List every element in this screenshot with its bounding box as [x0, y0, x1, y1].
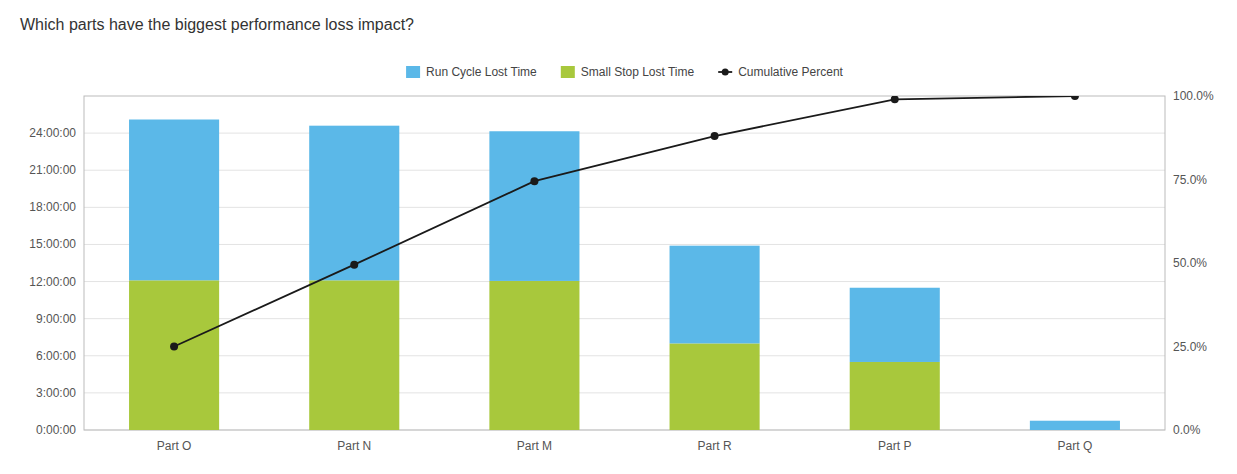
legend: Run Cycle Lost Time Small Stop Lost Time C… — [406, 65, 843, 79]
page: {"chart_data": {"type": "bar", "title": … — [0, 0, 1237, 474]
grid-line — [84, 133, 1165, 134]
y2-tick-label: 0.0% — [1173, 423, 1201, 437]
y-tick-label: 0:00:00 — [36, 423, 76, 437]
x-tick-label: Part R — [698, 439, 732, 453]
line-marker — [530, 177, 538, 185]
legend-item: Small Stop Lost Time — [561, 65, 695, 79]
y2-tick-label: 100.0% — [1173, 89, 1214, 103]
marks — [129, 96, 1120, 430]
y-tick-label: 6:00:00 — [36, 349, 76, 363]
axes: 0:00:00 3:00:00 6:00:00 9:00:00 12:00:00 15:0… — [29, 89, 1214, 453]
y2-tick-label: 75.0% — [1173, 173, 1207, 187]
bar — [850, 362, 940, 430]
x-tick-label: Part O — [157, 439, 192, 453]
bar — [129, 120, 219, 281]
legend-label: Run Cycle Lost Time — [426, 65, 537, 79]
grid-line — [84, 244, 1165, 245]
y2-tick-label: 25.0% — [1173, 340, 1207, 354]
line-marker — [891, 96, 899, 103]
x-tick-label: Part N — [337, 439, 371, 453]
bar — [670, 246, 760, 344]
y-tick-label: 21:00:00 — [29, 163, 76, 177]
line-marker — [170, 343, 178, 351]
title: Which parts have the biggest performance… — [20, 16, 414, 33]
grid-line — [84, 281, 1165, 282]
y-tick-label: 12:00:00 — [29, 275, 76, 289]
line — [174, 96, 1075, 347]
legend-item: Cumulative Percent — [718, 65, 843, 79]
bar — [489, 131, 579, 281]
line-marker — [711, 132, 719, 140]
grid-line — [84, 355, 1165, 356]
bar — [1030, 421, 1120, 430]
legend-label: Small Stop Lost Time — [581, 65, 695, 79]
legend-swatch — [406, 66, 420, 78]
bar — [489, 281, 579, 430]
grid-line — [84, 318, 1165, 319]
grid-line — [84, 170, 1165, 171]
y-tick-label: 18:00:00 — [29, 200, 76, 214]
bar — [850, 288, 940, 362]
y-tick-label: 24:00:00 — [29, 126, 76, 140]
bar — [129, 280, 219, 430]
bar — [670, 343, 760, 430]
x-tick-label: Part Q — [1058, 439, 1093, 453]
line-marker — [350, 261, 358, 269]
x-tick-label: Part M — [517, 439, 552, 453]
bar — [309, 280, 399, 430]
x-tick-label: Part P — [878, 439, 911, 453]
grid-line — [84, 392, 1165, 393]
legend-swatch-marker — [722, 69, 729, 76]
legend-item: Run Cycle Lost Time — [406, 65, 537, 79]
y-tick-label: 3:00:00 — [36, 386, 76, 400]
grid-line — [84, 207, 1165, 208]
legend-label: Cumulative Percent — [738, 65, 843, 79]
bar — [309, 126, 399, 281]
y2-tick-label: 50.0% — [1173, 256, 1207, 270]
line-marker — [1071, 96, 1079, 100]
background — [0, 0, 1237, 474]
legend-swatch — [561, 66, 575, 78]
plot-frame — [84, 96, 1165, 430]
y-tick-label: 9:00:00 — [36, 312, 76, 326]
chart: Which parts have the biggest performance… — [0, 0, 1237, 474]
y-tick-label: 15:00:00 — [29, 237, 76, 251]
